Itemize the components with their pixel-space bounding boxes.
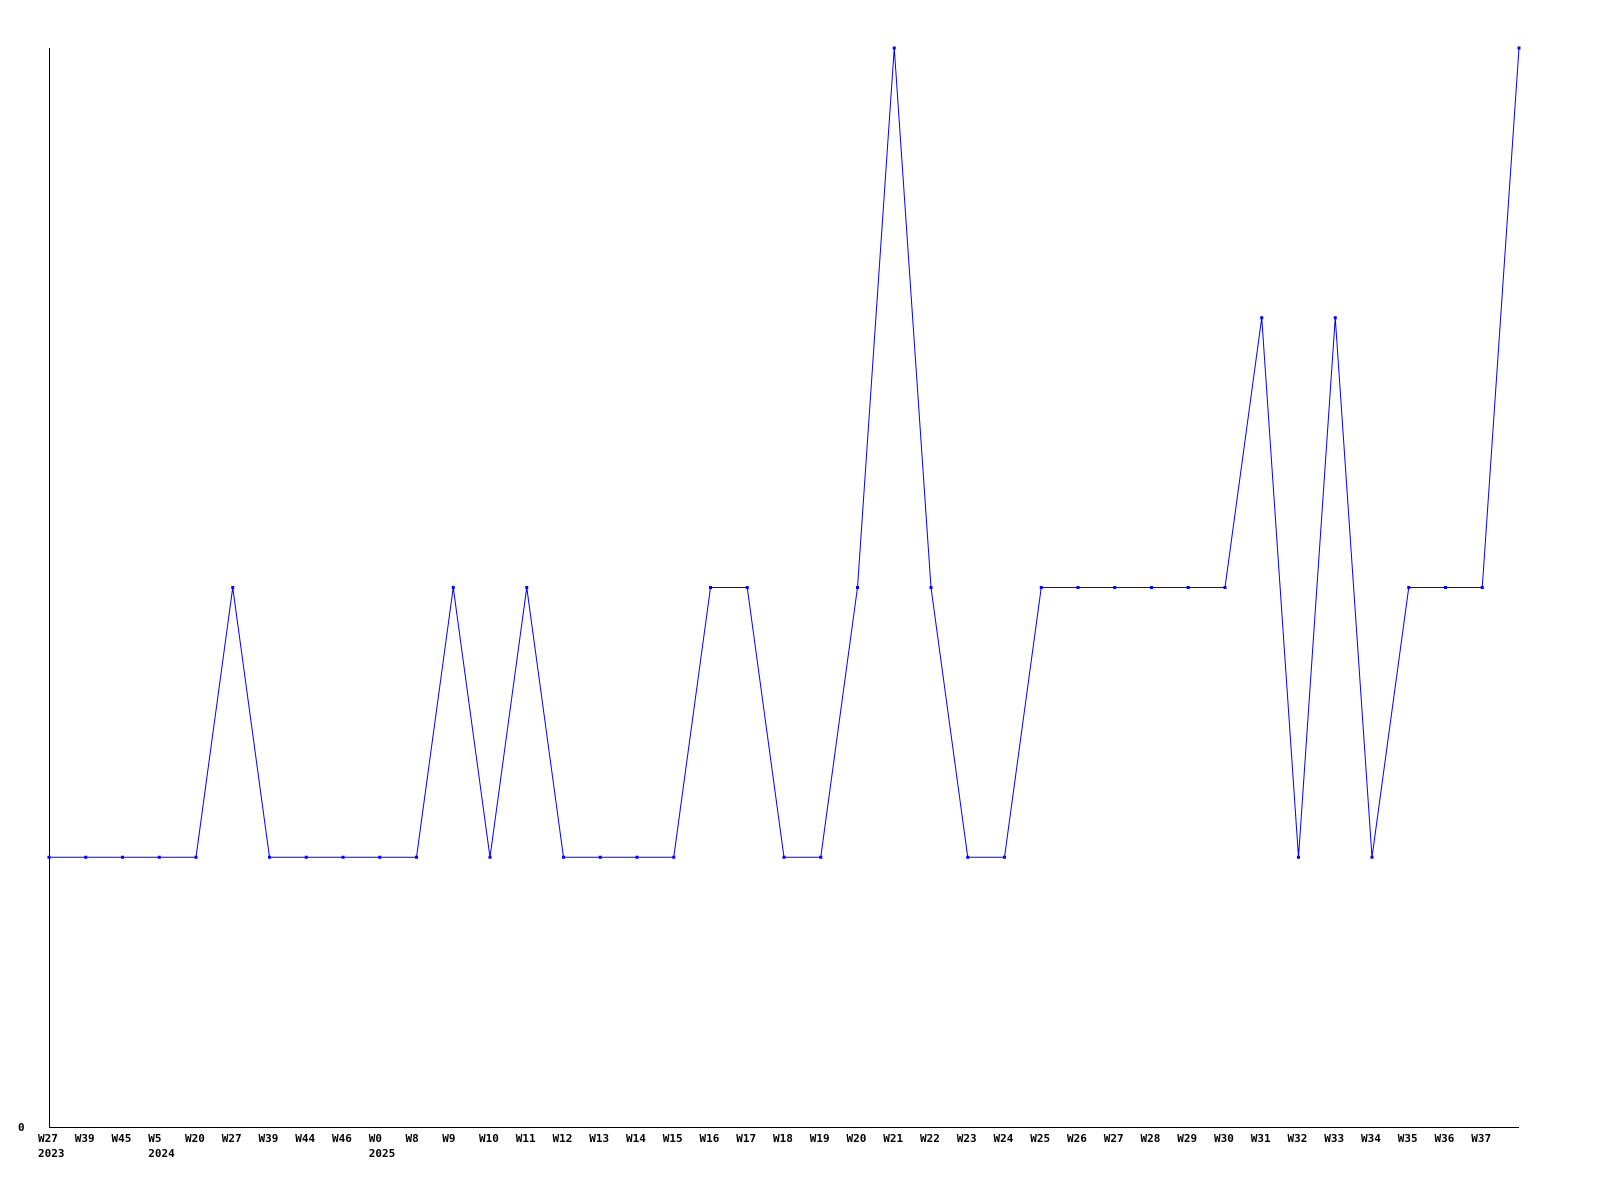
x-year-label: 2025 bbox=[369, 1147, 396, 1160]
x-tick-label: W16 bbox=[700, 1132, 720, 1145]
data-point bbox=[525, 586, 529, 589]
series-line bbox=[49, 47, 1520, 858]
data-point bbox=[782, 855, 786, 859]
x-tick-label: W21 bbox=[883, 1132, 903, 1145]
x-tick-label: W45 bbox=[112, 1132, 132, 1145]
data-point bbox=[1444, 586, 1447, 589]
data-point bbox=[121, 855, 124, 859]
data-point bbox=[1407, 586, 1411, 589]
x-tick-label: W23 bbox=[957, 1132, 977, 1145]
data-point bbox=[451, 586, 455, 589]
x-tick-label: W24 bbox=[994, 1132, 1014, 1145]
data-point bbox=[1517, 46, 1521, 50]
x-tick-label: W26 bbox=[1067, 1132, 1087, 1145]
x-tick-label: W32 bbox=[1288, 1132, 1308, 1145]
data-point bbox=[966, 855, 970, 859]
data-point bbox=[1186, 586, 1190, 589]
x-tick-label: W27 bbox=[222, 1132, 242, 1145]
data-point bbox=[231, 586, 235, 589]
data-point bbox=[1076, 586, 1080, 589]
data-point bbox=[268, 855, 271, 859]
x-tick-label: W46 bbox=[332, 1132, 352, 1145]
data-point bbox=[415, 855, 418, 859]
x-tick-label: W33 bbox=[1324, 1132, 1344, 1145]
data-point bbox=[1480, 586, 1484, 589]
data-point bbox=[1113, 586, 1117, 589]
data-point bbox=[1039, 586, 1043, 589]
x-tick-label: W36 bbox=[1435, 1132, 1455, 1145]
x-tick-label: W20 bbox=[847, 1132, 867, 1145]
y-tick-label: 0 bbox=[18, 1121, 25, 1134]
data-point bbox=[856, 586, 859, 589]
data-point bbox=[709, 586, 712, 589]
x-tick-label: W39 bbox=[75, 1132, 95, 1145]
data-point bbox=[1223, 586, 1227, 589]
data-point bbox=[157, 855, 161, 859]
data-point bbox=[47, 855, 51, 859]
data-point bbox=[378, 855, 382, 859]
x-tick-label: W22 bbox=[920, 1132, 940, 1145]
x-tick-label: W29 bbox=[1177, 1132, 1197, 1145]
x-tick-label: W13 bbox=[589, 1132, 609, 1145]
x-tick-label: W30 bbox=[1214, 1132, 1234, 1145]
data-point bbox=[892, 46, 896, 50]
data-point bbox=[562, 855, 565, 859]
x-tick-label: W11 bbox=[516, 1132, 536, 1145]
data-point bbox=[341, 855, 345, 859]
data-point bbox=[745, 586, 749, 589]
x-tick-label: W31 bbox=[1251, 1132, 1271, 1145]
data-point bbox=[598, 855, 602, 859]
data-point bbox=[929, 586, 933, 589]
x-tick-label: W19 bbox=[810, 1132, 830, 1145]
x-tick-label: W17 bbox=[736, 1132, 756, 1145]
x-tick-label: W0 bbox=[369, 1132, 382, 1145]
data-point bbox=[1297, 855, 1300, 859]
data-point bbox=[1003, 855, 1006, 859]
x-tick-label: W25 bbox=[1030, 1132, 1050, 1145]
x-tick-label: W35 bbox=[1398, 1132, 1418, 1145]
x-tick-label: W27 bbox=[38, 1132, 58, 1145]
data-point bbox=[672, 855, 676, 859]
data-point bbox=[1333, 316, 1337, 320]
data-point bbox=[1370, 855, 1374, 859]
x-tick-label: W37 bbox=[1471, 1132, 1491, 1145]
x-tick-label: W20 bbox=[185, 1132, 205, 1145]
x-year-label: 2023 bbox=[38, 1147, 65, 1160]
x-tick-label: W27 bbox=[1104, 1132, 1124, 1145]
data-point bbox=[819, 855, 823, 859]
x-tick-label: W14 bbox=[626, 1132, 646, 1145]
x-tick-label: W39 bbox=[259, 1132, 279, 1145]
data-point bbox=[488, 855, 492, 859]
x-tick-label: W12 bbox=[553, 1132, 573, 1145]
x-tick-label: W15 bbox=[663, 1132, 683, 1145]
x-tick-label: W34 bbox=[1361, 1132, 1381, 1145]
x-tick-label: W8 bbox=[406, 1132, 419, 1145]
data-point bbox=[304, 855, 308, 859]
data-point bbox=[635, 855, 639, 859]
x-year-label: 2024 bbox=[148, 1147, 175, 1160]
data-point bbox=[84, 855, 88, 859]
x-tick-label: W5 bbox=[148, 1132, 161, 1145]
x-tick-label: W9 bbox=[442, 1132, 455, 1145]
x-tick-label: W44 bbox=[295, 1132, 315, 1145]
data-point bbox=[194, 855, 198, 859]
data-point bbox=[1150, 586, 1153, 589]
x-tick-label: W28 bbox=[1141, 1132, 1161, 1145]
data-point bbox=[1260, 316, 1264, 320]
x-tick-label: W10 bbox=[479, 1132, 499, 1145]
x-tick-label: W18 bbox=[773, 1132, 793, 1145]
